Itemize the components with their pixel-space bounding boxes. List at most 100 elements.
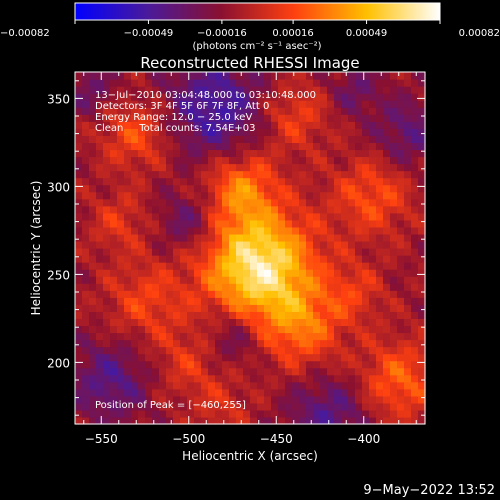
heatmap-cell [306,346,314,355]
heatmap-cell [201,226,209,235]
heatmap-cell [89,248,97,256]
heatmap-cell [194,353,202,362]
y-tick-label: 300 [47,180,70,194]
heatmap-cell [75,128,83,136]
heatmap-cell [285,262,293,270]
heatmap-cell [348,402,356,411]
heatmap-cell [306,191,314,200]
heatmap-cell [397,93,405,101]
heatmap-cell [159,226,167,235]
heatmap-cell [96,318,104,327]
heatmap-cell [390,142,398,151]
heatmap-cell [383,233,391,242]
heatmap-cell [292,269,300,277]
heatmap-cell [285,339,293,348]
heatmap-cell [89,205,97,214]
heatmap-cell [250,360,258,369]
heatmap-cell [334,72,342,80]
heatmap-cell [306,255,314,263]
heatmap-cell [362,367,370,376]
heatmap-cell [250,107,258,115]
heatmap-cell [110,346,118,355]
heatmap-cell [138,240,146,249]
heatmap-cell [306,135,314,143]
heatmap-cell [208,184,216,193]
heatmap-cell [166,149,174,158]
heatmap-cell [362,395,370,404]
heatmap-cell [166,255,174,263]
heatmap-cell [341,100,349,108]
heatmap-cell [82,219,90,228]
heatmap-cell [152,149,160,158]
heatmap-cell [215,416,223,425]
heatmap-cell [404,107,412,115]
heatmap-cell [264,402,272,411]
heatmap-cell [180,226,188,235]
heatmap-cell [180,219,188,228]
heatmap-cell [222,198,230,207]
heatmap-cell [404,374,412,383]
heatmap-cell [292,367,300,376]
heatmap-cell [327,255,335,263]
heatmap-cell [292,142,300,151]
heatmap-cell [397,367,405,376]
heatmap-cell [236,255,244,263]
heatmap-cell [257,255,265,263]
heatmap-cell [404,177,412,186]
heatmap-cell [348,325,356,334]
heatmap-cell [411,163,419,172]
heatmap-cell [334,212,342,221]
heatmap-cell [404,114,412,122]
heatmap-cell [411,311,419,319]
heatmap-cell [264,107,272,115]
heatmap-cell [103,72,111,80]
heatmap-cell [264,318,272,327]
heatmap-cell [264,416,272,425]
heatmap-cell [376,283,384,291]
heatmap-cell [278,339,286,348]
heatmap-cell [131,283,139,291]
heatmap-cell [418,233,426,242]
heatmap-cell [145,205,153,214]
heatmap-cell [96,269,104,277]
heatmap-cell [411,72,419,80]
heatmap-cell [75,114,83,122]
heatmap-cell [390,226,398,235]
heatmap-cell [327,86,335,94]
heatmap-cell [82,93,90,101]
colorbar-tick-label: 0.00049 [346,28,387,39]
heatmap-cell [117,269,125,277]
heatmap-cell [313,198,321,207]
heatmap-cell [201,212,209,221]
heatmap-cell [369,135,377,143]
heatmap-cell [222,149,230,158]
heatmap-cell [103,149,111,158]
heatmap-cell [257,388,265,397]
heatmap-cell [145,381,153,390]
heatmap-cell [299,93,307,101]
heatmap-cell [187,325,195,334]
heatmap-cell [383,360,391,369]
heatmap-cell [166,170,174,179]
heatmap-cell [404,346,412,355]
heatmap-cell [250,100,258,108]
heatmap-cell [327,212,335,221]
heatmap-cell [264,395,272,404]
heatmap-cell [103,262,111,270]
heatmap-cell [82,346,90,355]
heatmap-cell [264,72,272,80]
heatmap-cell [82,121,90,129]
heatmap-cell [82,79,90,87]
heatmap-cell [383,219,391,228]
heatmap-cell [250,212,258,221]
heatmap-cell [271,79,279,87]
heatmap-cell [152,346,160,355]
heatmap-cell [229,107,237,115]
heatmap-cell [418,381,426,390]
heatmap-cell [320,135,328,143]
heatmap-cell [404,100,412,108]
heatmap-cell [320,107,328,115]
heatmap-cell [411,339,419,348]
heatmap-cell [404,325,412,334]
